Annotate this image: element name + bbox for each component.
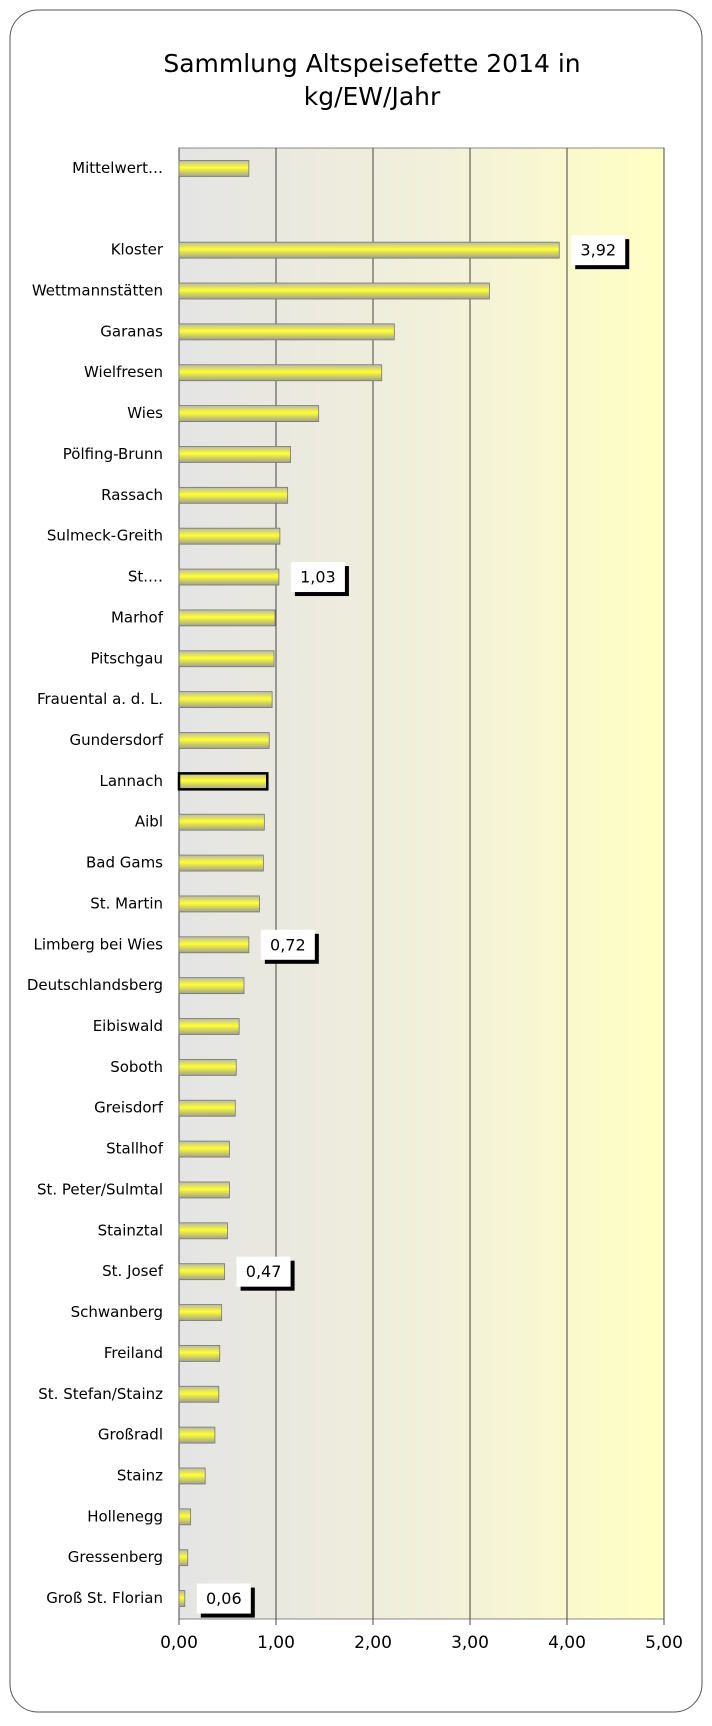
chart-title: kg/EW/Jahr — [304, 82, 441, 111]
bar — [178, 1304, 223, 1321]
bar — [178, 650, 275, 668]
bar — [178, 405, 320, 422]
x-tick-label: 1,00 — [257, 1633, 295, 1653]
bar — [178, 1426, 216, 1444]
bar — [178, 1018, 240, 1035]
y-tick-label: St.… — [128, 568, 163, 586]
bar — [178, 1345, 221, 1362]
value-label-box — [290, 562, 345, 593]
y-tick-label: Stainz — [117, 1466, 163, 1484]
bar — [178, 527, 281, 545]
x-tick-label: 2,00 — [354, 1633, 392, 1653]
y-tick-label: Deutschlandsberg — [27, 976, 163, 994]
y-tick-label: Frauental a. d. L. — [37, 690, 163, 708]
y-tick-label: Sulmeck-Greith — [47, 527, 163, 545]
y-tick-label: Schwanberg — [71, 1303, 163, 1321]
bar — [178, 1222, 228, 1240]
bar — [178, 1099, 236, 1117]
x-tick-label: 5,00 — [645, 1633, 683, 1653]
bar — [178, 1549, 189, 1567]
y-tick-label: Aibl — [135, 813, 163, 831]
bar — [178, 936, 250, 954]
value-label: 3,92 — [580, 241, 616, 260]
value-label: 0,72 — [270, 935, 306, 954]
bar — [178, 1263, 225, 1281]
plot-area — [178, 147, 665, 1620]
y-tick-label: Eibiswald — [93, 1017, 163, 1035]
bar — [178, 568, 280, 586]
y-tick-label: Wielfresen — [84, 363, 163, 381]
y-tick-label: Bad Gams — [86, 854, 163, 872]
y-tick-label: Wettmannstätten — [32, 282, 163, 300]
bar — [178, 1590, 186, 1607]
y-tick-label: Hollenegg — [87, 1507, 163, 1525]
bar — [178, 160, 250, 177]
y-tick-label: Garanas — [100, 322, 163, 340]
value-label-box — [196, 1583, 251, 1614]
bar — [178, 486, 289, 504]
y-tick-label: Stainztal — [98, 1221, 163, 1239]
y-tick-label: St. Stefan/Stainz — [38, 1385, 163, 1403]
bar — [178, 609, 276, 627]
bar — [178, 1467, 206, 1485]
bar — [178, 977, 245, 995]
y-tick-label: Gressenberg — [68, 1548, 163, 1566]
x-tick-label: 3,00 — [451, 1633, 489, 1653]
value-label: 0,47 — [246, 1262, 282, 1281]
bar — [178, 895, 260, 913]
value-label-box — [236, 1256, 291, 1287]
bar — [177, 772, 269, 791]
bar — [178, 854, 264, 872]
bar — [178, 364, 383, 382]
y-tick-label: Freiland — [104, 1344, 163, 1362]
y-tick-label: Groß St. Florian — [46, 1589, 163, 1607]
value-label-box — [571, 235, 626, 266]
value-label: 1,03 — [300, 568, 336, 587]
y-tick-label: Greisdorf — [94, 1099, 164, 1117]
bar — [178, 241, 560, 259]
bar — [178, 1140, 230, 1158]
bar — [178, 813, 265, 831]
bar — [178, 1385, 220, 1403]
y-tick-label: Wies — [127, 404, 163, 422]
y-tick-label: Mittelwert… — [72, 159, 163, 177]
y-tick-label: Lannach — [99, 772, 163, 790]
bar — [178, 1181, 230, 1199]
y-tick-label: Kloster — [111, 241, 164, 259]
value-label-box — [260, 929, 315, 960]
bar — [178, 732, 270, 749]
y-tick-label: Limberg bei Wies — [34, 935, 164, 953]
y-tick-label: Gundersdorf — [69, 731, 163, 749]
bar — [178, 1058, 237, 1076]
y-tick-label: Pölfing-Brunn — [63, 445, 163, 463]
y-tick-label: Großradl — [98, 1426, 163, 1444]
bar — [178, 323, 395, 341]
bar — [178, 691, 273, 709]
bar — [178, 282, 490, 300]
y-tick-label: Rassach — [101, 486, 163, 504]
y-tick-label: Soboth — [110, 1058, 163, 1076]
x-tick-label: 4,00 — [548, 1633, 586, 1653]
y-tick-label: St. Josef — [102, 1262, 164, 1280]
value-label: 0,06 — [206, 1589, 242, 1608]
bar — [178, 1508, 192, 1526]
y-tick-label: St. Peter/Sulmtal — [37, 1180, 163, 1198]
y-tick-label: Marhof — [111, 608, 164, 626]
bar — [178, 446, 291, 463]
y-tick-label: Pitschgau — [90, 649, 163, 667]
x-tick-label: 0,00 — [160, 1633, 198, 1653]
y-tick-label: Stallhof — [106, 1140, 164, 1158]
chart-title: Sammlung Altspeisefette 2014 in — [163, 49, 580, 78]
y-tick-label: St. Martin — [90, 894, 163, 912]
